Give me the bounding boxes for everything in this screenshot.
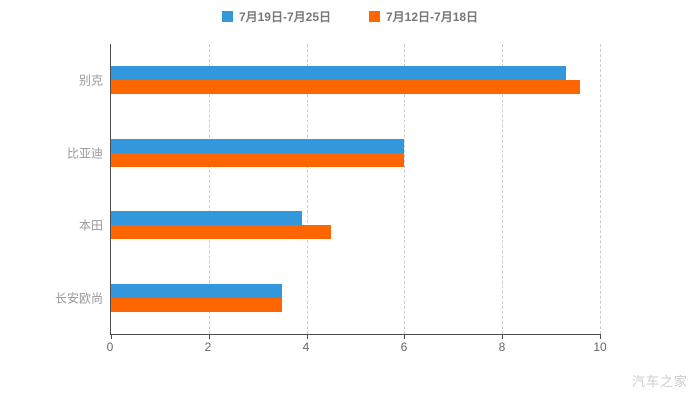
- axis-tick: [111, 334, 112, 339]
- x-tick-label: 4: [302, 340, 310, 354]
- axis-tick: [600, 334, 601, 339]
- axis-tick: [306, 334, 308, 339]
- x-tick-label: 8: [498, 340, 506, 354]
- gridline: [208, 44, 210, 334]
- bar: [111, 152, 405, 167]
- bar-group: 别克: [79, 44, 600, 117]
- bar: [111, 225, 332, 240]
- bar-group: 比亚迪: [67, 117, 600, 190]
- legend-label: 7月19日-7月25日: [238, 10, 331, 24]
- x-tick-label: 10: [593, 340, 607, 354]
- category-label: 比亚迪: [66, 146, 103, 161]
- legend-item[interactable]: 7月12日-7月18日: [369, 8, 478, 25]
- bar: [111, 66, 566, 81]
- axis-tick: [502, 334, 504, 339]
- gridline: [600, 44, 601, 334]
- x-tick-label: 6: [400, 340, 408, 354]
- plot-area: 别克比亚迪本田长安欧尚: [55, 44, 601, 339]
- x-axis-labels: 0 2 4 6 8 10: [106, 340, 607, 356]
- axis-tick: [208, 334, 210, 339]
- legend-label: 7月12日-7月18日: [386, 10, 479, 24]
- legend-swatch-icon: [221, 11, 233, 22]
- watermark: 汽车之家: [631, 374, 688, 389]
- x-tick-label: 2: [204, 340, 212, 354]
- category-label: 别克: [78, 73, 103, 88]
- x-tick-label: 0: [106, 340, 114, 354]
- legend-swatch-icon: [369, 11, 380, 22]
- category-label: 本田: [78, 218, 103, 233]
- bar-group: 本田: [79, 189, 600, 262]
- bar: [111, 297, 283, 312]
- axis-tick: [404, 334, 406, 339]
- bar: [111, 283, 283, 298]
- bar: [111, 80, 581, 95]
- gridline: [306, 44, 308, 334]
- bar-group: 长安欧尚: [55, 262, 600, 335]
- bar: [111, 211, 302, 226]
- category-label: 长安欧尚: [54, 291, 103, 306]
- gridline: [502, 44, 504, 334]
- bar: [111, 138, 405, 153]
- chart-legend: 7月19日-7月25日 7月12日-7月18日: [0, 8, 700, 25]
- legend-item[interactable]: 7月19日-7月25日: [221, 8, 331, 25]
- gridline: [404, 44, 406, 334]
